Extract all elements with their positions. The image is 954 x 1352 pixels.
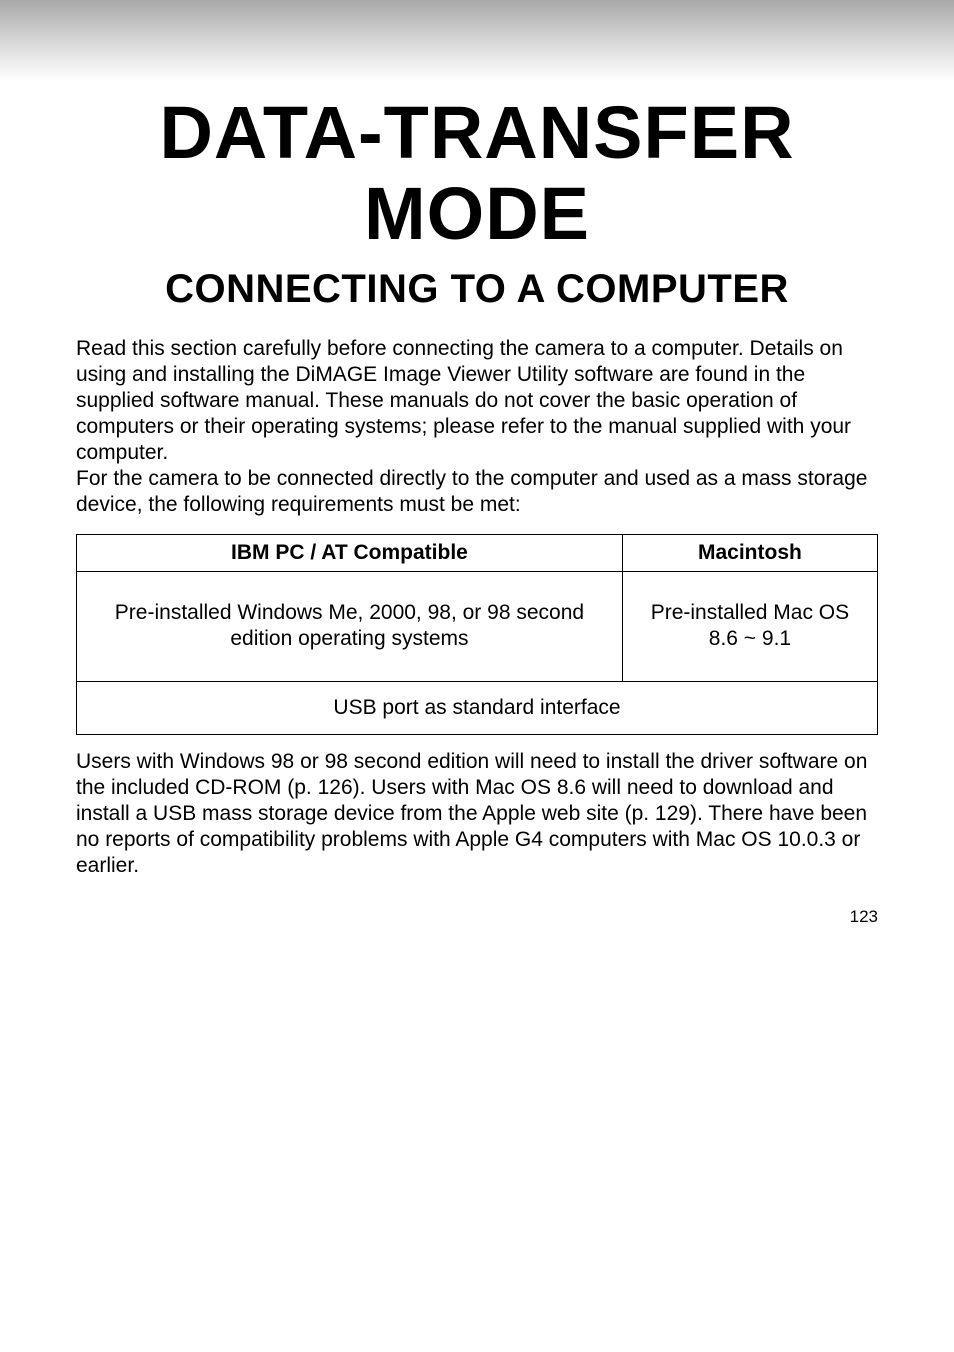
page-title: DATA-TRANSFER MODE xyxy=(76,92,878,255)
header-gradient-band xyxy=(0,0,954,82)
intro-line-2: For the camera to be connected directly … xyxy=(76,467,867,516)
page-content: DATA-TRANSFER MODE CONNECTING TO A COMPU… xyxy=(0,92,954,927)
outro-paragraph: Users with Windows 98 or 98 second editi… xyxy=(76,749,878,879)
col-header-mac: Macintosh xyxy=(622,535,877,572)
intro-line-1: Read this section carefully before conne… xyxy=(76,337,851,464)
table-header-row: IBM PC / AT Compatible Macintosh xyxy=(77,535,878,572)
col-header-pc: IBM PC / AT Compatible xyxy=(77,535,623,572)
intro-paragraph: Read this section carefully before conne… xyxy=(76,336,878,518)
table-row: Pre-installed Windows Me, 2000, 98, or 9… xyxy=(77,572,878,682)
table-row-spanning: USB port as standard interface xyxy=(77,681,878,734)
page-subtitle: CONNECTING TO A COMPUTER xyxy=(76,267,878,312)
cell-usb-requirement: USB port as standard interface xyxy=(77,681,878,734)
requirements-table: IBM PC / AT Compatible Macintosh Pre-ins… xyxy=(76,534,878,735)
cell-pc-requirement: Pre-installed Windows Me, 2000, 98, or 9… xyxy=(77,572,623,682)
page-number: 123 xyxy=(76,907,878,927)
cell-mac-requirement: Pre-installed Mac OS 8.6 ~ 9.1 xyxy=(622,572,877,682)
